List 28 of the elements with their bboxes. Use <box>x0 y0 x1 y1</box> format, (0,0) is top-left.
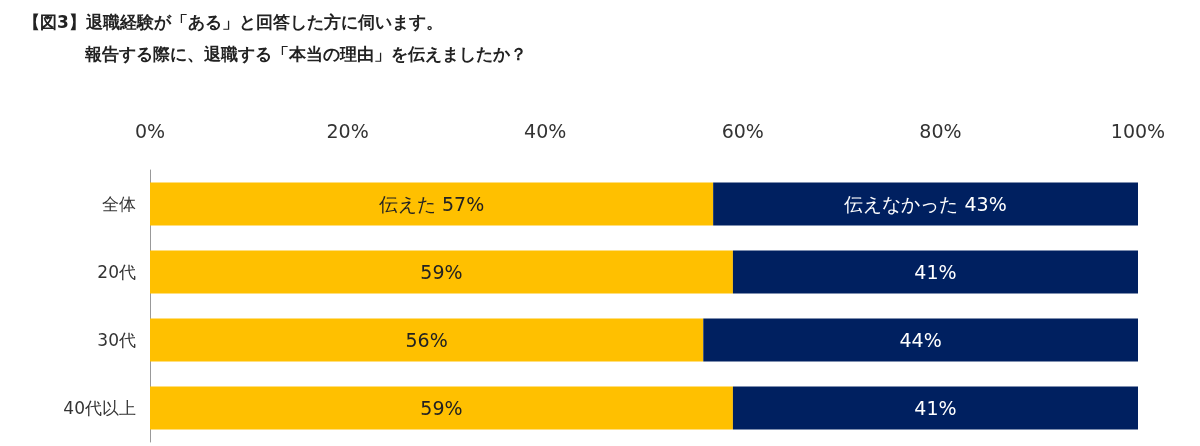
bar <box>150 386 733 430</box>
data-label: 伝えなかった 43% <box>844 193 1007 215</box>
data-label: 41% <box>914 261 957 283</box>
data-label: 41% <box>914 397 957 419</box>
bar <box>150 182 714 226</box>
y-tick-label: 20代 <box>97 262 136 282</box>
data-label: 56% <box>405 329 448 351</box>
data-label: 59% <box>420 261 463 283</box>
x-tick-label: 20% <box>326 119 369 142</box>
y-tick-label: 全体 <box>102 194 136 214</box>
data-label: 59% <box>420 397 463 419</box>
x-tick-label: 40% <box>524 119 567 142</box>
bar <box>713 182 1138 226</box>
chart-title: 【図3】退職経験が「ある」と回答した方に伺います。 <box>23 11 443 32</box>
bar <box>703 318 1138 362</box>
chart-subtitle: 報告する際に、退職する「本当の理由」を伝えましたか？ <box>84 43 527 64</box>
bar <box>150 250 733 294</box>
data-label: 44% <box>899 329 942 351</box>
x-tick-label: 100% <box>1110 119 1166 142</box>
x-tick-label: 60% <box>721 119 764 142</box>
bar <box>732 250 1138 294</box>
bar <box>732 386 1138 430</box>
bar <box>150 318 704 362</box>
y-tick-label: 40代以上 <box>63 398 136 418</box>
x-tick-label: 80% <box>919 119 962 142</box>
x-tick-label: 0% <box>134 119 166 142</box>
data-label: 伝えた 57% <box>378 193 485 215</box>
y-tick-label: 30代 <box>97 330 136 350</box>
